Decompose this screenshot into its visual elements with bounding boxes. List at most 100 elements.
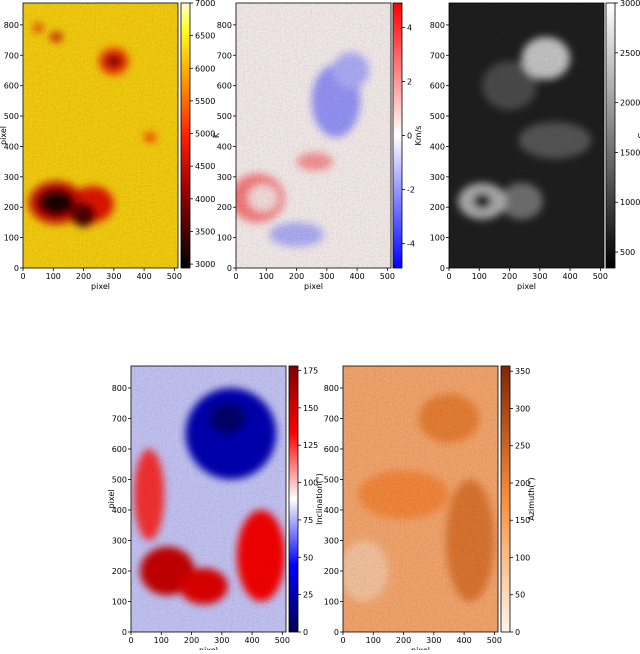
y-tick-label: 300 — [217, 173, 232, 182]
colorbar-tick-label: 0 — [407, 132, 412, 141]
heatmap — [343, 366, 498, 632]
colorbar-tick-label: 200 — [515, 479, 530, 488]
y-tick-label: 0 — [227, 264, 232, 273]
x-tick-label: 300 — [214, 636, 229, 645]
axes-frame — [235, 2, 392, 269]
y-tick-label: 100 — [112, 597, 127, 606]
x-tick-label: 100 — [472, 272, 487, 281]
x-tick-label: 100 — [366, 636, 381, 645]
colorbar-tick-label: 25 — [303, 591, 313, 600]
colorbar-tick-label: 100 — [303, 479, 318, 488]
colorbar-tick-label: 50 — [303, 553, 313, 562]
x-tick-label: 0 — [20, 272, 25, 281]
y-tick-label: 800 — [324, 384, 339, 393]
y-tick-label: 0 — [14, 264, 19, 273]
y-tick-label: 400 — [430, 142, 445, 151]
x-axis-label: pixel — [304, 282, 323, 291]
y-tick-label: 500 — [4, 112, 19, 121]
colorbar-tick-label: 1500 — [620, 148, 640, 157]
x-tick-label: 400 — [136, 272, 151, 281]
colorbar-tick-label: 4000 — [195, 195, 215, 204]
y-tick-label: 600 — [430, 82, 445, 91]
x-tick-label: 0 — [340, 636, 345, 645]
y-tick-label: 100 — [217, 234, 232, 243]
heatmap-noise — [449, 3, 604, 268]
x-tick-label: 400 — [349, 272, 364, 281]
y-axis-label: pixel — [0, 126, 8, 145]
colorbar-tick-label: 0 — [303, 628, 308, 637]
colorbar-label: Km/s — [414, 126, 423, 146]
y-tick-label: 400 — [4, 142, 19, 151]
x-axis-label: pixel — [91, 282, 110, 291]
x-tick-label: 300 — [532, 272, 547, 281]
colorbar-tick-label: 350 — [515, 367, 530, 376]
y-tick-label: 300 — [430, 173, 445, 182]
x-tick-label: 500 — [380, 272, 395, 281]
x-axis-label: pixel — [199, 646, 218, 650]
colorbar-label: G — [637, 132, 640, 138]
colorbar-label: Azimuth(°) — [527, 477, 536, 520]
heatmap — [131, 366, 286, 632]
heatmap — [236, 3, 391, 268]
y-tick-label: 300 — [112, 536, 127, 545]
colorbar-tick-label: 300 — [515, 404, 530, 413]
y-tick-label: 200 — [112, 567, 127, 576]
x-tick-label: 0 — [233, 272, 238, 281]
y-tick-label: 700 — [324, 414, 339, 423]
colorbar-tick-label: 125 — [303, 441, 318, 450]
y-tick-label: 600 — [112, 445, 127, 454]
y-tick-label: 600 — [324, 445, 339, 454]
colorbar-tick-label: 1000 — [620, 198, 640, 207]
y-tick-label: 800 — [4, 21, 19, 30]
y-tick-label: 400 — [324, 506, 339, 515]
y-tick-label: 100 — [4, 234, 19, 243]
colorbar-tick-label: 6500 — [195, 32, 215, 41]
y-tick-label: 800 — [430, 21, 445, 30]
heatmap — [23, 3, 178, 268]
colorbar-tick-label: 2000 — [620, 99, 640, 108]
y-tick-label: 600 — [4, 82, 19, 91]
colorbar — [605, 2, 616, 269]
image-panel: 0 100 200 300 400 500010020030040050060070080… — [107, 365, 324, 654]
y-axis-label: pixel — [107, 490, 116, 509]
x-tick-label: 0 — [446, 272, 451, 281]
x-tick-label: 400 — [562, 272, 577, 281]
y-tick-label: 0 — [440, 264, 445, 273]
x-tick-label: 500 — [167, 272, 182, 281]
axes-frame — [22, 2, 179, 269]
colorbar-tick-label: 7000 — [195, 0, 215, 8]
y-tick-label: 600 — [217, 82, 232, 91]
y-tick-label: 500 — [112, 475, 127, 484]
colorbar-tick-label: 3000 — [195, 260, 215, 269]
x-tick-label: 100 — [46, 272, 61, 281]
colorbar-tick-label: 4 — [407, 23, 412, 32]
colorbar-tick-label: 500 — [620, 248, 635, 257]
x-tick-label: 300 — [426, 636, 441, 645]
axes-frame — [130, 365, 287, 633]
x-tick-label: 500 — [487, 636, 502, 645]
colorbar-tick-label: 6000 — [195, 64, 215, 73]
y-tick-label: 800 — [217, 21, 232, 30]
colorbar-tick-label: 250 — [515, 442, 530, 451]
x-tick-label: 200 — [396, 636, 411, 645]
colorbar-tick-label: 50 — [515, 591, 525, 600]
colorbar — [500, 365, 511, 633]
heatmap-noise — [23, 3, 178, 268]
x-axis-label: pixel — [517, 282, 536, 291]
y-tick-label: 200 — [4, 203, 19, 212]
colorbar — [288, 365, 299, 633]
y-tick-label: 0 — [334, 628, 339, 637]
y-tick-label: 100 — [430, 234, 445, 243]
y-tick-label: 500 — [217, 112, 232, 121]
y-tick-label: 200 — [324, 567, 339, 576]
y-tick-label: 800 — [112, 384, 127, 393]
colorbar-tick-label: 75 — [303, 516, 313, 525]
colorbar-tick-label: 2 — [407, 77, 412, 86]
axes-frame — [342, 365, 499, 633]
y-tick-label: 200 — [430, 203, 445, 212]
x-tick-label: 100 — [154, 636, 169, 645]
x-tick-label: 500 — [593, 272, 608, 281]
y-tick-label: 700 — [4, 51, 19, 60]
